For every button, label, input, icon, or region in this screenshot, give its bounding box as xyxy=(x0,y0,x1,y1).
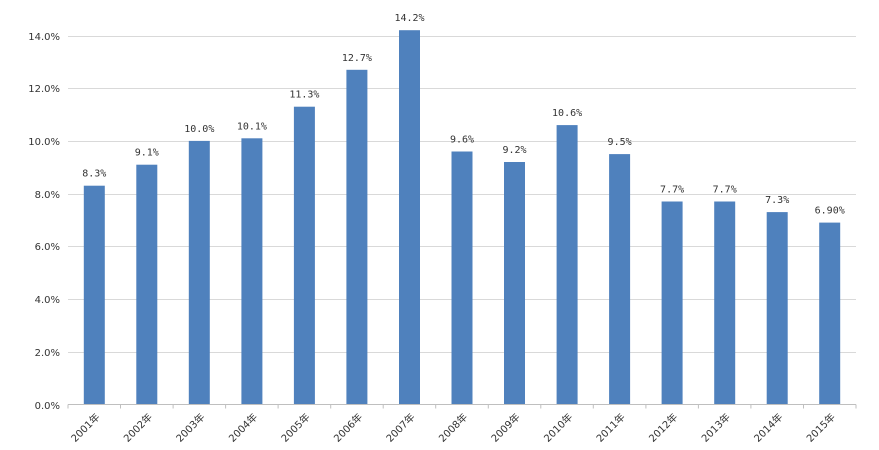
y-tick-label: 10.0% xyxy=(28,137,60,148)
bar xyxy=(504,162,525,405)
x-tick-label: 2006年 xyxy=(331,410,365,444)
data-label: 9.5% xyxy=(608,137,632,148)
bar xyxy=(819,222,841,405)
x-axis-ticks: 2001年 2002年 2003年 2004年 2005年 2006年 2007年 2008年… xyxy=(67,404,857,445)
y-axis-ticks: 0.0% 2.0% 4.0% 6.0% 8.0% 10.0% 12.0% 14.0% xyxy=(28,32,60,412)
data-label: 7.3% xyxy=(765,195,789,206)
y-tick-label: 6.0% xyxy=(35,242,60,253)
x-tick-label: 2008年 xyxy=(436,410,470,444)
data-label: 6.90% xyxy=(815,206,845,217)
bar xyxy=(346,69,368,405)
x-tick-label: 2010年 xyxy=(541,410,575,444)
bar xyxy=(766,212,788,405)
bar xyxy=(293,106,315,405)
data-label: 7.7% xyxy=(660,185,684,196)
data-label: 10.0% xyxy=(184,124,214,135)
bar xyxy=(609,154,631,405)
bar xyxy=(136,164,158,405)
data-label: 10.1% xyxy=(237,121,267,132)
x-tick-label: 2007年 xyxy=(383,410,417,444)
x-tick-label: 2003年 xyxy=(173,410,207,444)
x-tick-label: 2009年 xyxy=(488,410,522,444)
y-tick-label: 4.0% xyxy=(35,295,60,306)
y-tick-label: 8.0% xyxy=(35,190,60,201)
x-tick-label: 2011年 xyxy=(593,410,627,444)
x-tick-label: 2012年 xyxy=(646,410,680,444)
data-label: 10.6% xyxy=(552,108,582,119)
x-tick-label: 2015年 xyxy=(804,410,838,444)
bar xyxy=(556,125,578,405)
y-tick-label: 2.0% xyxy=(35,348,60,359)
x-tick-label: 2004年 xyxy=(226,410,260,444)
bar xyxy=(451,151,473,405)
data-label: 14.2% xyxy=(394,13,424,24)
bar xyxy=(399,30,420,405)
data-labels: 8.3% 9.1% 10.0% 10.1% 11.3% 12.7% 14.2% 9.6% 9.2… xyxy=(82,13,845,216)
bar xyxy=(241,138,263,405)
bar xyxy=(714,201,736,405)
y-tick-label: 12.0% xyxy=(28,84,60,95)
y-tick-label: 0.0% xyxy=(35,401,60,412)
bar xyxy=(188,140,210,405)
data-label: 12.7% xyxy=(342,53,372,64)
x-tick-label: 2002年 xyxy=(121,410,155,444)
data-label: 11.3% xyxy=(289,90,319,101)
data-label: 8.3% xyxy=(82,169,106,180)
x-tick-label: 2001年 xyxy=(68,410,102,444)
y-tick-label: 14.0% xyxy=(28,32,60,43)
bar xyxy=(83,185,105,405)
x-tick-label: 2013年 xyxy=(699,410,733,444)
x-tick-label: 2005年 xyxy=(278,410,312,444)
x-tick-label: 2014年 xyxy=(751,410,785,444)
data-label: 9.1% xyxy=(135,148,159,159)
data-label: 9.2% xyxy=(502,145,526,156)
bars xyxy=(83,30,841,405)
data-label: 9.6% xyxy=(450,135,474,146)
bar xyxy=(661,201,683,405)
data-label: 7.7% xyxy=(713,185,737,196)
